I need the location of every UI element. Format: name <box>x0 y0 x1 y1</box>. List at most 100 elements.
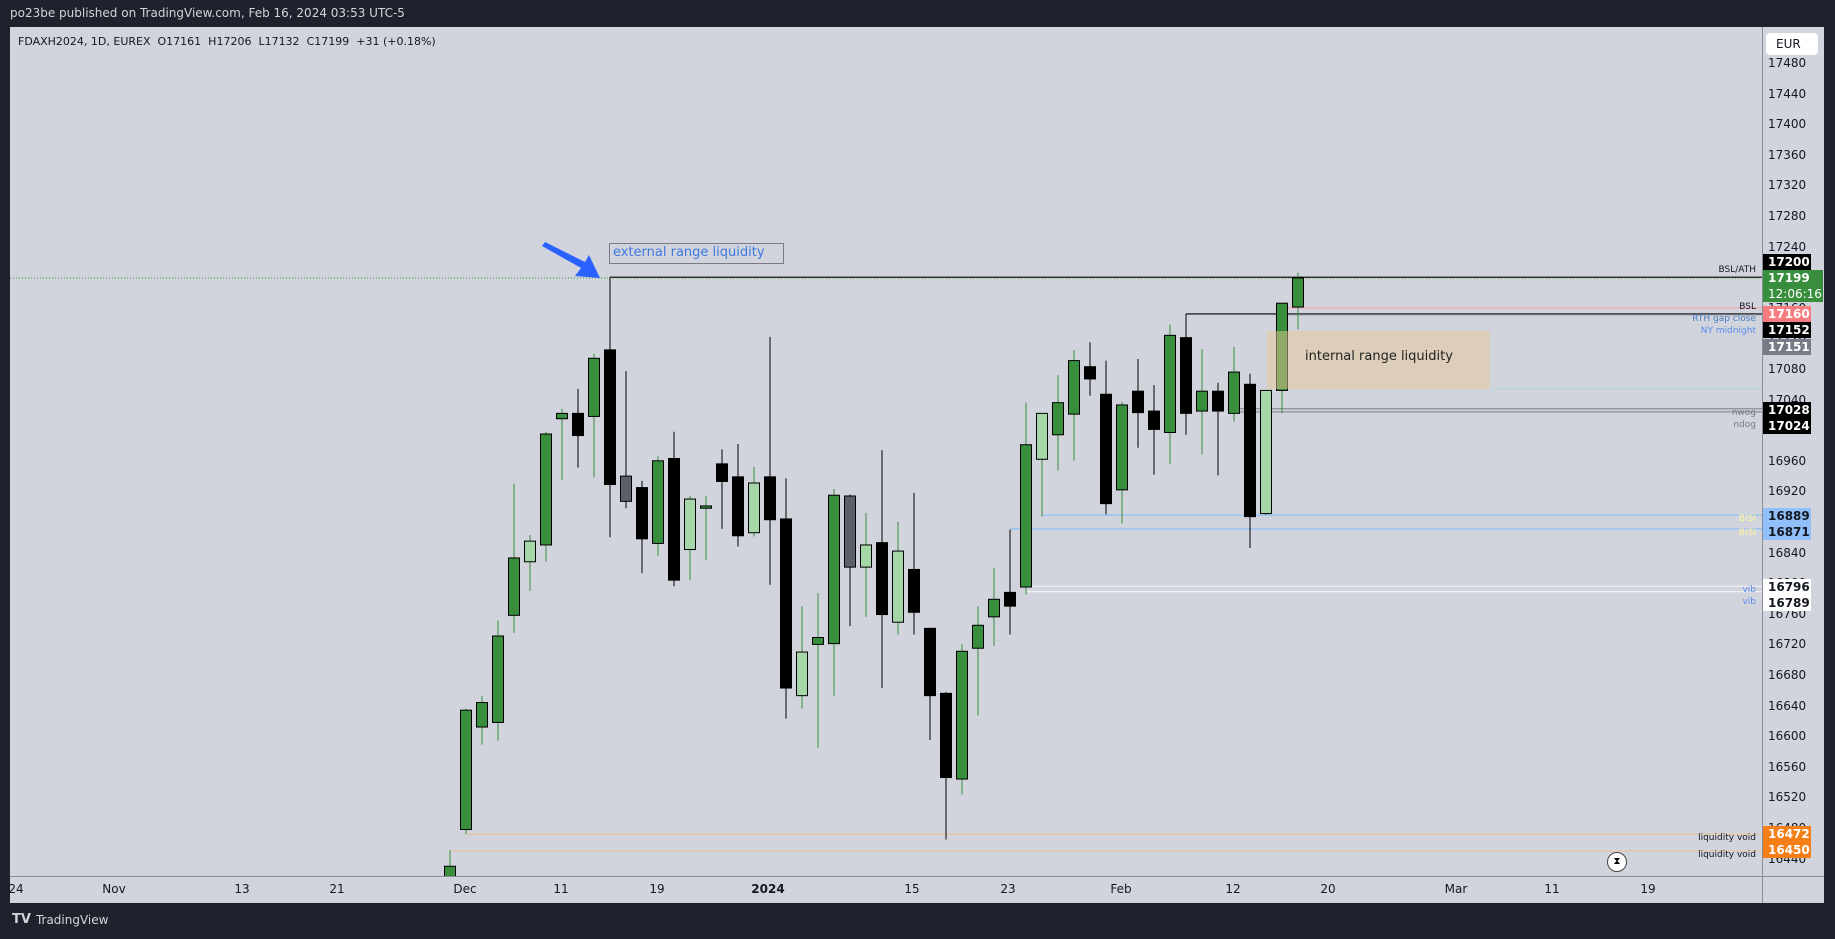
external-range-liquidity-label[interactable]: external range liquidity <box>609 243 784 264</box>
chart-panel[interactable] <box>10 27 1824 903</box>
candle[interactable] <box>1132 359 1144 448</box>
level-label: nwog <box>1731 407 1756 418</box>
date-tick: 13 <box>234 882 250 896</box>
candle[interactable] <box>924 627 936 741</box>
candle[interactable] <box>524 535 536 591</box>
candle[interactable] <box>1004 529 1016 635</box>
candle-body <box>812 637 824 645</box>
internal-range-liquidity-label: internal range liquidity <box>1305 349 1453 364</box>
level-label: NY midnight <box>1700 325 1756 336</box>
candle[interactable] <box>540 431 552 562</box>
candle[interactable] <box>956 644 968 795</box>
candle[interactable] <box>780 478 792 719</box>
price-badge: 16796 <box>1763 579 1811 595</box>
candle[interactable] <box>1212 382 1224 476</box>
legend-close: C17199 <box>306 35 350 48</box>
candle[interactable] <box>860 512 872 617</box>
hourglass-icon[interactable]: ⧗ <box>1607 852 1627 872</box>
candle-body <box>444 865 456 876</box>
price-tick: 16560 <box>1768 759 1807 774</box>
price-badge-value: 16889 <box>1768 509 1810 523</box>
tradingview-footer: TV TradingView <box>12 912 108 927</box>
price-badge-value: 16796 <box>1768 580 1810 594</box>
candle[interactable] <box>1292 272 1304 330</box>
candle[interactable] <box>940 691 952 840</box>
candle[interactable] <box>636 480 648 574</box>
candle[interactable] <box>508 483 520 633</box>
candle[interactable] <box>1244 373 1256 549</box>
candle[interactable] <box>668 431 680 587</box>
candle-body <box>876 542 888 616</box>
candle[interactable] <box>796 606 808 709</box>
candle[interactable] <box>492 620 504 741</box>
candle[interactable] <box>1164 324 1176 464</box>
candle[interactable] <box>1148 385 1160 475</box>
candle[interactable] <box>588 353 600 478</box>
candle[interactable] <box>1116 401 1128 524</box>
candle-body <box>780 518 792 689</box>
candle[interactable] <box>460 708 472 835</box>
tradingview-logo-icon: TV <box>12 912 31 927</box>
candle[interactable] <box>1052 375 1064 471</box>
candle[interactable] <box>988 567 1000 646</box>
candle-body <box>908 568 920 613</box>
candle[interactable] <box>1196 349 1208 455</box>
candle[interactable] <box>748 466 760 537</box>
price-tick: 16920 <box>1768 484 1807 499</box>
candle-body <box>956 650 968 780</box>
candle[interactable] <box>1228 346 1240 422</box>
candle[interactable] <box>828 489 840 696</box>
date-tick: 15 <box>904 882 920 896</box>
candle[interactable] <box>1036 412 1048 517</box>
price-badge-value: 17160 <box>1768 307 1810 321</box>
candle[interactable] <box>604 277 616 538</box>
arrow-icon <box>542 242 600 278</box>
internal-range-liquidity-box[interactable]: internal range liquidity <box>1267 331 1490 389</box>
price-tick: 17360 <box>1768 147 1807 162</box>
price-tick: 16520 <box>1768 790 1807 805</box>
price-tick: 17480 <box>1768 56 1807 70</box>
candle[interactable] <box>812 593 824 748</box>
candle[interactable] <box>1020 402 1032 595</box>
price-badge: 17152 <box>1763 322 1811 338</box>
candle[interactable] <box>1260 389 1272 516</box>
candle[interactable] <box>1068 349 1080 461</box>
candle[interactable] <box>876 450 888 689</box>
candle[interactable] <box>556 408 568 480</box>
candle[interactable] <box>684 495 696 581</box>
candle-body <box>1020 444 1032 588</box>
candle-body <box>620 475 632 502</box>
currency-button[interactable]: EUR <box>1766 33 1818 55</box>
candle[interactable] <box>892 522 904 635</box>
candle[interactable] <box>972 606 984 716</box>
candle[interactable] <box>652 456 664 556</box>
candle[interactable] <box>716 449 728 529</box>
candle-body <box>1260 389 1272 515</box>
candle[interactable] <box>700 495 712 561</box>
candle[interactable] <box>620 371 632 509</box>
candle[interactable] <box>1180 313 1192 435</box>
candle[interactable] <box>572 388 584 468</box>
candle[interactable] <box>476 695 488 745</box>
candle[interactable] <box>764 336 776 585</box>
candle[interactable] <box>444 850 456 904</box>
price-badge: 17028 <box>1763 402 1811 418</box>
price-tick: 16840 <box>1768 545 1807 560</box>
legend-high: H17206 <box>208 35 252 48</box>
candle-body <box>524 540 536 563</box>
candle[interactable] <box>1084 342 1096 396</box>
candle-body <box>828 494 840 645</box>
date-tick: 24 <box>8 882 24 896</box>
level-label: liquidity void <box>1698 833 1756 844</box>
candle-body <box>924 627 936 697</box>
candle[interactable] <box>1100 360 1112 515</box>
candle-body <box>892 550 904 623</box>
level-label: BSL <box>1739 301 1756 312</box>
candle[interactable] <box>732 443 744 547</box>
candle[interactable] <box>908 492 920 635</box>
candle[interactable] <box>844 494 856 627</box>
candle-body <box>764 476 776 521</box>
candle-body <box>1148 410 1160 430</box>
date-tick: 23 <box>1000 882 1016 896</box>
